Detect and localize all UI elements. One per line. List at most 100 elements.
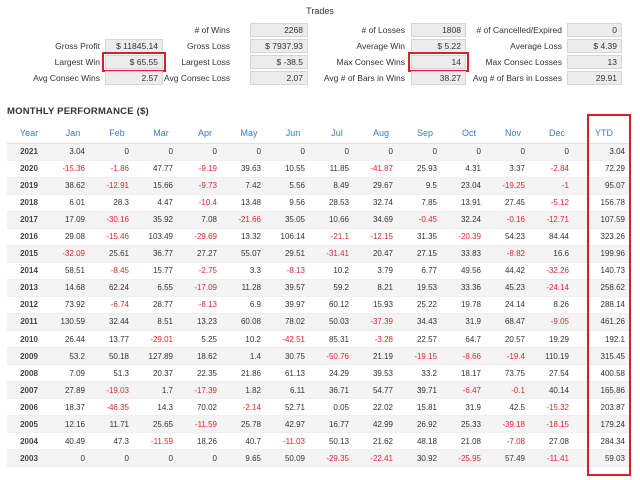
month-value-cell: 9.65 [227, 449, 271, 468]
month-value-cell: 24.14 [491, 296, 535, 314]
month-value-cell: 18.26 [183, 432, 227, 451]
stat-label: Largest Win [54, 57, 100, 67]
month-value-cell: -18.15 [535, 415, 579, 434]
month-value-cell: 13.77 [95, 330, 139, 349]
month-value-cell: 33.83 [447, 245, 491, 263]
column-header-oct[interactable]: Oct [447, 124, 491, 144]
month-value-cell: 62.24 [95, 279, 139, 297]
year-cell: 2019 [7, 177, 51, 195]
month-value-cell: -30.16 [95, 211, 139, 229]
month-value-cell: 3.79 [359, 262, 403, 280]
stat-label: Average Loss [510, 41, 562, 51]
column-header-dec[interactable]: Dec [535, 124, 579, 144]
column-header-ytd[interactable]: YTD [579, 124, 629, 144]
month-value-cell: -8.66 [447, 347, 491, 366]
month-value-cell: 0 [139, 449, 183, 468]
month-value-cell: 55.07 [227, 245, 271, 263]
month-value-cell: 16.77 [315, 415, 359, 434]
stats-row: Gross Profit $ 11845.14 Gross Loss $ 7937.9… [0, 38, 640, 54]
month-value-cell: 0 [491, 143, 535, 161]
month-value-cell: 32.24 [447, 211, 491, 229]
month-value-cell: 29.08 [51, 228, 95, 246]
month-value-cell: 50.13 [315, 432, 359, 451]
column-header-feb[interactable]: Feb [95, 124, 139, 144]
month-value-cell: 13.91 [447, 194, 491, 212]
month-value-cell: -32.09 [51, 245, 95, 263]
month-value-cell: 127.89 [139, 347, 183, 366]
month-value-cell: 34.69 [359, 211, 403, 229]
month-value-cell: 0 [447, 143, 491, 161]
stat-label: Avg # of Bars in Losses [472, 73, 562, 83]
column-header-jul[interactable]: Jul [315, 124, 359, 144]
stat-value: 2268 [250, 23, 308, 37]
month-value-cell: 0 [139, 143, 183, 161]
month-value-cell: 0 [315, 143, 359, 161]
month-value-cell: 28.3 [95, 194, 139, 212]
table-row: 2005 12.16 11.71 25.65 -11.59 25.78 42.97 16.77… [7, 415, 629, 434]
month-value-cell: -12.91 [95, 177, 139, 195]
month-value-cell: -19.03 [95, 381, 139, 400]
month-value-cell: -21.66 [227, 211, 271, 229]
month-value-cell: 40.49 [51, 432, 95, 451]
month-value-cell: 6.9 [227, 296, 271, 314]
table-row: 2004 40.49 47.3 -11.59 18.26 40.7 -11.03 50.13 2… [7, 432, 629, 451]
ytd-cell: 59.03 [579, 449, 629, 468]
month-value-cell: -7.08 [491, 432, 535, 451]
column-header-aug[interactable]: Aug [359, 124, 403, 144]
ytd-cell: 400.58 [579, 364, 629, 383]
month-value-cell: 32.44 [95, 313, 139, 332]
stat-value: 0 [567, 23, 622, 37]
stat-value: 38.27 [411, 71, 466, 85]
column-header-year[interactable]: Year [7, 124, 51, 144]
month-value-cell: 7.08 [183, 211, 227, 229]
column-header-jan[interactable]: Jan [51, 124, 95, 144]
month-value-cell: -12.71 [535, 211, 579, 229]
column-header-sep[interactable]: Sep [403, 124, 447, 144]
month-value-cell: 15.93 [359, 296, 403, 314]
month-value-cell: 22.35 [183, 364, 227, 383]
month-value-cell: 31.9 [447, 398, 491, 417]
ytd-cell: 140.73 [579, 262, 629, 280]
month-value-cell: 33.36 [447, 279, 491, 297]
month-value-cell: 36.77 [139, 245, 183, 263]
month-value-cell: -8.45 [95, 262, 139, 280]
column-header-apr[interactable]: Apr [183, 124, 227, 144]
year-cell: 2007 [7, 381, 51, 400]
month-value-cell: 13.48 [227, 194, 271, 212]
month-value-cell: 34.43 [403, 313, 447, 332]
stat-label: Max Consec Losses [485, 57, 562, 67]
column-header-may[interactable]: May [227, 124, 271, 144]
stat-label: # of Losses [361, 25, 405, 35]
month-value-cell: 27.54 [535, 364, 579, 383]
month-value-cell: -11.59 [183, 415, 227, 434]
ytd-cell: 284.34 [579, 432, 629, 451]
month-value-cell: -11.41 [535, 449, 579, 468]
column-header-jun[interactable]: Jun [271, 124, 315, 144]
month-value-cell: -9.05 [535, 313, 579, 332]
month-value-cell: -2.84 [535, 160, 579, 178]
month-value-cell: 45.23 [491, 279, 535, 297]
month-value-cell: 5.25 [183, 330, 227, 349]
month-value-cell: 0 [95, 449, 139, 468]
month-value-cell: 10.2 [315, 262, 359, 280]
month-value-cell: 73.75 [491, 364, 535, 383]
month-value-cell: -21.1 [315, 228, 359, 246]
table-row: 2014 58.51 -8.45 15.77 -2.75 3.3 -8.13 10.2 3.79… [7, 262, 629, 280]
month-value-cell: 40.14 [535, 381, 579, 400]
month-value-cell: 28.77 [139, 296, 183, 314]
month-value-cell: 50.18 [95, 347, 139, 366]
year-cell: 2010 [7, 330, 51, 349]
month-value-cell: -19.4 [491, 347, 535, 366]
month-value-cell: 36.71 [315, 381, 359, 400]
column-header-mar[interactable]: Mar [139, 124, 183, 144]
month-value-cell: 18.62 [183, 347, 227, 366]
table-row: 2008 7.09 51.3 20.37 22.35 21.86 61.13 24.29 39.… [7, 364, 629, 383]
table-row: 2012 73.92 -6.74 28.77 -8.13 6.9 39.97 60.12 15.… [7, 296, 629, 314]
ytd-cell: 323.26 [579, 228, 629, 246]
month-value-cell: 1.4 [227, 347, 271, 366]
table-row: 2015 -32.09 25.61 36.77 27.27 55.07 29.51 -31.4… [7, 245, 629, 263]
column-header-nov[interactable]: Nov [491, 124, 535, 144]
stat-value: 2.07 [250, 71, 308, 85]
year-cell: 2012 [7, 296, 51, 314]
month-value-cell: 32.74 [359, 194, 403, 212]
